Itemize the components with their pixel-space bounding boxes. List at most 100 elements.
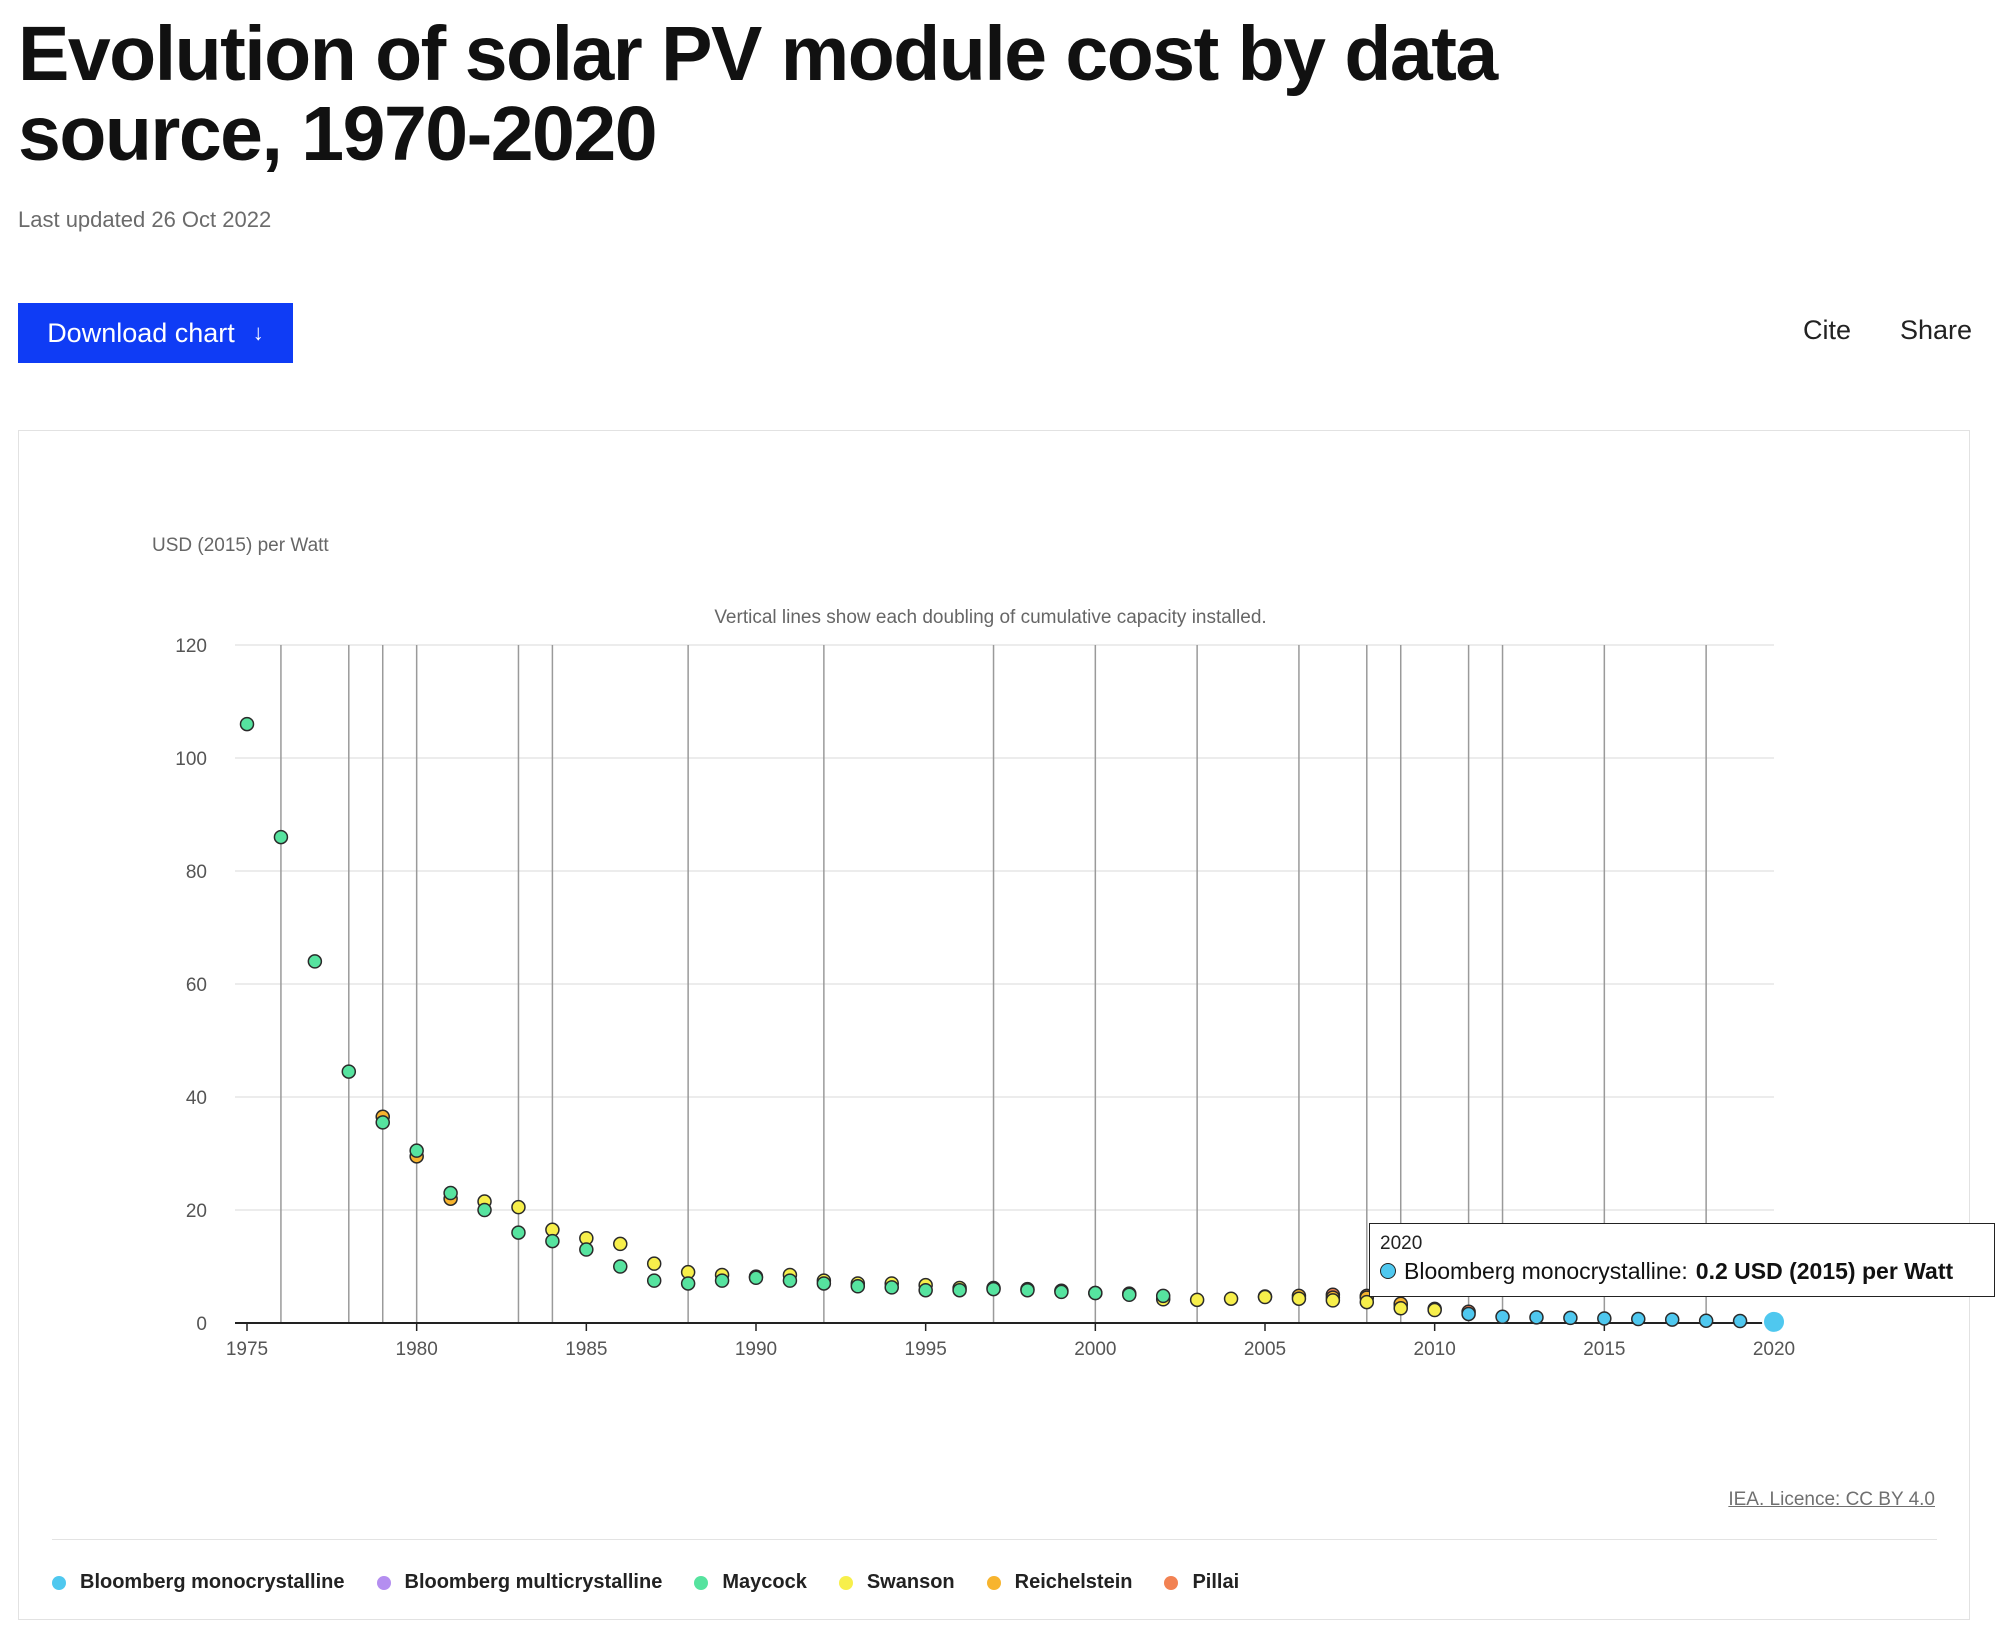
x-tick-label: 2015	[1583, 1339, 1625, 1360]
data-point-bloomberg-monocrystalline[interactable]	[1563, 1310, 1578, 1326]
last-updated: Last updated 26 Oct 2022	[18, 207, 272, 232]
data-point-maycock[interactable]	[1122, 1287, 1137, 1302]
data-point-swanson[interactable]	[1359, 1294, 1375, 1310]
tooltip-pointer	[1762, 1296, 1786, 1309]
data-point-swanson[interactable]	[1325, 1293, 1341, 1308]
data-point-swanson[interactable]	[646, 1256, 662, 1271]
data-point-maycock[interactable]	[511, 1225, 526, 1240]
arrow-down-icon: ↓	[252, 320, 264, 345]
y-axis-label: USD (2015) per Watt	[152, 535, 329, 556]
data-point-swanson[interactable]	[1257, 1289, 1273, 1305]
legend-item-bloomberg-monocrystalline[interactable]: Bloomberg monocrystalline	[52, 1571, 345, 1594]
x-tick-label: 1980	[396, 1339, 438, 1360]
data-point-maycock[interactable]	[680, 1276, 696, 1291]
data-point-maycock[interactable]	[748, 1270, 764, 1286]
y-tick-label: 60	[186, 975, 207, 996]
data-point-maycock[interactable]	[884, 1280, 899, 1295]
data-point-maycock[interactable]	[646, 1273, 662, 1288]
legend-item-maycock[interactable]: Maycock	[694, 1571, 807, 1594]
y-tick-label: 40	[186, 1088, 207, 1109]
chart-tooltip: 2020 Bloomberg monocrystalline: 0.2 USD …	[1369, 1223, 1995, 1297]
x-tick-label: 1995	[905, 1339, 947, 1360]
data-point-bloomberg-monocrystalline[interactable]	[1461, 1306, 1476, 1322]
data-point-maycock[interactable]	[545, 1233, 560, 1249]
legend-item-reichelstein[interactable]: Reichelstein	[986, 1571, 1133, 1594]
data-point-maycock[interactable]	[816, 1276, 832, 1291]
share-button[interactable]: Share	[1900, 315, 1973, 345]
tooltip-year: 2020	[1380, 1233, 1423, 1254]
tooltip-series-dot	[1380, 1263, 1396, 1279]
data-point-bloomberg-monocrystalline[interactable]	[1732, 1313, 1748, 1329]
licence-link[interactable]: IEA. Licence: CC BY 4.0	[1728, 1489, 1935, 1510]
data-point-swanson[interactable]	[1189, 1292, 1205, 1308]
y-tick-label: 100	[175, 749, 207, 770]
legend-item-swanson[interactable]: Swanson	[838, 1571, 955, 1594]
hover-highlight	[1762, 1309, 1786, 1334]
data-point-maycock[interactable]	[850, 1279, 866, 1294]
data-point-maycock[interactable]	[409, 1143, 424, 1158]
legend-item-bloomberg-multicrystalline[interactable]: Bloomberg multicrystalline	[376, 1571, 663, 1594]
legend-dot	[1164, 1575, 1179, 1590]
data-point-maycock[interactable]	[1054, 1284, 1069, 1300]
data-point-maycock[interactable]	[375, 1115, 390, 1130]
x-tick-label: 2020	[1753, 1339, 1795, 1360]
data-point-maycock[interactable]	[782, 1273, 798, 1288]
data-point-maycock[interactable]	[613, 1259, 628, 1274]
data-point-bloomberg-monocrystalline[interactable]	[1631, 1311, 1646, 1327]
x-tick-label: 1975	[226, 1339, 268, 1360]
data-point-swanson[interactable]	[1223, 1291, 1239, 1306]
data-point-swanson[interactable]	[1393, 1301, 1408, 1316]
x-tick-label: 1985	[565, 1339, 607, 1360]
data-point-maycock[interactable]	[239, 716, 255, 732]
data-point-swanson[interactable]	[1427, 1302, 1442, 1318]
legend-label: Pillai	[1192, 1571, 1240, 1593]
data-point-swanson[interactable]	[1291, 1291, 1307, 1306]
y-tick-label: 0	[196, 1314, 207, 1335]
chart-legend: Bloomberg monocrystalline Bloomberg multi…	[52, 1571, 1239, 1594]
legend-label: Maycock	[722, 1571, 807, 1593]
cite-button[interactable]: Cite	[1803, 315, 1852, 345]
legend-label: Bloomberg multicrystalline	[404, 1571, 663, 1593]
chart-plot: USD (2015) per Watt Vertical lines show e…	[152, 535, 1795, 1360]
download-chart-button[interactable]: Download chart ↓	[18, 303, 293, 363]
data-point-maycock[interactable]	[1088, 1285, 1103, 1301]
legend-dot	[694, 1575, 709, 1590]
data-point-bloomberg-monocrystalline[interactable]	[1495, 1309, 1510, 1325]
data-point-bloomberg-monocrystalline[interactable]	[1762, 1310, 1786, 1334]
legend-dot	[986, 1575, 1001, 1590]
x-tick-label: 1990	[735, 1339, 777, 1360]
data-point-maycock[interactable]	[714, 1273, 730, 1288]
data-point-maycock[interactable]	[443, 1185, 458, 1201]
data-point-maycock[interactable]	[341, 1064, 357, 1079]
x-tick-label: 2005	[1244, 1339, 1286, 1360]
data-point-swanson[interactable]	[511, 1199, 526, 1215]
data-point-maycock[interactable]	[1155, 1288, 1171, 1304]
data-point-maycock[interactable]	[307, 954, 323, 969]
data-point-bloomberg-monocrystalline[interactable]	[1664, 1312, 1680, 1327]
data-point-maycock[interactable]	[579, 1242, 594, 1257]
page-title: Evolution of solar PV module cost by dat…	[18, 11, 1498, 177]
legend-dot	[376, 1575, 391, 1590]
data-point-bloomberg-monocrystalline[interactable]	[1698, 1313, 1714, 1328]
data-point-maycock[interactable]	[1020, 1282, 1035, 1298]
data-point-bloomberg-monocrystalline[interactable]	[1529, 1310, 1544, 1325]
y-tick-label: 80	[186, 862, 207, 883]
data-point-maycock[interactable]	[477, 1202, 492, 1218]
tooltip-series-name: Bloomberg monocrystalline:	[1404, 1258, 1688, 1284]
data-point-maycock[interactable]	[986, 1281, 1001, 1297]
x-tick-label: 2000	[1074, 1339, 1116, 1360]
data-point-maycock[interactable]	[273, 829, 289, 845]
legend-dot	[52, 1575, 66, 1590]
legend-label: Reichelstein	[1014, 1571, 1133, 1593]
y-tick-label: 20	[186, 1201, 207, 1222]
legend-divider	[52, 1539, 1937, 1540]
chart-annotation: Vertical lines show each doubling of cum…	[714, 607, 1266, 628]
download-chart-label: Download chart	[47, 317, 235, 348]
data-point-bloomberg-monocrystalline[interactable]	[1597, 1311, 1612, 1326]
data-point-maycock[interactable]	[918, 1282, 933, 1298]
chart-card: USD (2015) per Watt Vertical lines show e…	[18, 430, 1995, 1620]
data-point-maycock[interactable]	[952, 1282, 967, 1298]
legend-item-pillai[interactable]: Pillai	[1164, 1571, 1239, 1594]
data-point-swanson[interactable]	[613, 1236, 628, 1252]
legend-dot	[838, 1575, 853, 1590]
